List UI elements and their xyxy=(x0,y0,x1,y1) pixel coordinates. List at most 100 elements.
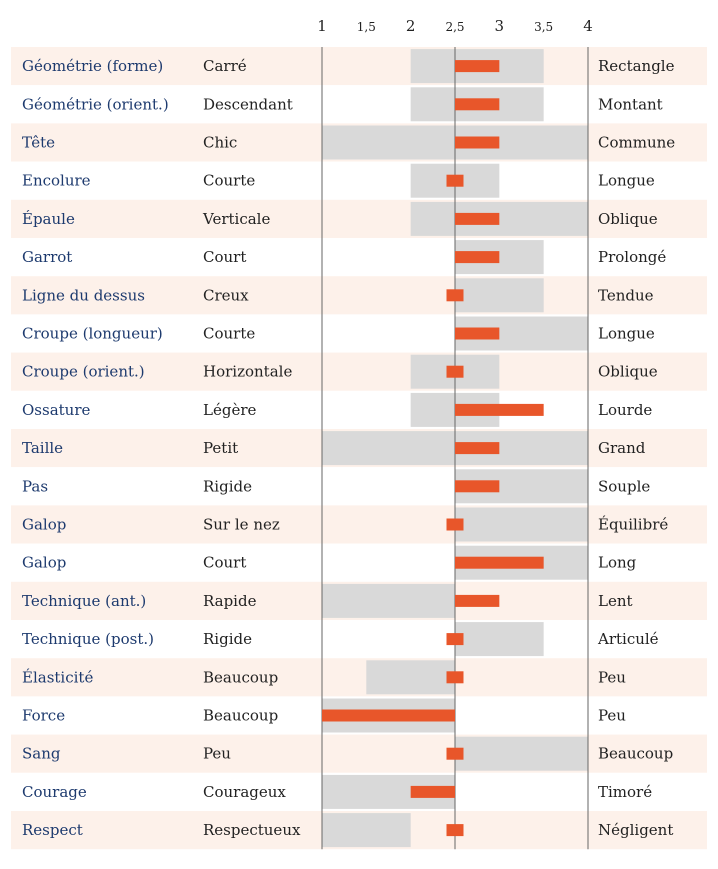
value-bar xyxy=(455,594,500,607)
high-label: Oblique xyxy=(598,363,658,381)
low-label: Carré xyxy=(203,57,247,75)
trait-label: Pas xyxy=(22,477,48,495)
range-bar xyxy=(455,278,544,313)
value-bar xyxy=(455,480,500,493)
tick-label: 4 xyxy=(583,17,593,35)
range-bar xyxy=(322,583,455,618)
trait-label: Tête xyxy=(22,134,55,152)
row-background xyxy=(11,658,707,697)
row-background xyxy=(11,161,707,200)
row-background xyxy=(11,467,707,506)
low-label: Rigide xyxy=(203,630,252,648)
low-label: Courte xyxy=(203,325,255,343)
value-bar xyxy=(455,327,500,340)
trait-label: Technique (ant.) xyxy=(22,592,146,610)
trait-label: Géométrie (orient.) xyxy=(22,95,169,113)
low-label: Court xyxy=(203,248,246,266)
low-label: Beaucoup xyxy=(203,668,278,686)
high-label: Équilibré xyxy=(598,516,668,534)
trait-label: Épaule xyxy=(22,210,75,228)
low-label: Courageux xyxy=(203,783,286,801)
value-bar xyxy=(455,251,500,264)
value-bar xyxy=(446,671,464,684)
range-bar xyxy=(322,813,411,848)
high-label: Peu xyxy=(598,668,626,686)
low-label: Courte xyxy=(203,172,255,190)
tick-label: 1,5 xyxy=(357,20,376,34)
value-bar xyxy=(446,747,464,760)
value-bar xyxy=(455,60,500,73)
value-bar xyxy=(455,403,544,416)
low-label: Creux xyxy=(203,286,249,304)
row-labels: Géométrie (forme) Carré Rectangle Géométrie… xyxy=(22,57,675,839)
trait-label: Ligne du dessus xyxy=(22,286,145,304)
value-bar xyxy=(446,518,464,531)
row-background xyxy=(11,47,707,86)
trait-label: Technique (post.) xyxy=(22,630,154,648)
low-label: Respectueux xyxy=(203,821,301,839)
row-background xyxy=(11,352,707,391)
trait-label: Courage xyxy=(22,783,87,801)
high-label: Commune xyxy=(598,134,675,152)
tick-label: 1 xyxy=(317,17,327,35)
trait-label: Croupe (orient.) xyxy=(22,363,145,381)
row-background xyxy=(11,543,707,582)
low-label: Rapide xyxy=(203,592,257,610)
trait-label: Élasticité xyxy=(22,668,93,686)
low-label: Peu xyxy=(203,745,231,763)
trait-label: Garrot xyxy=(22,248,72,266)
high-label: Longue xyxy=(598,325,655,343)
high-label: Peu xyxy=(598,707,626,725)
trait-label: Sang xyxy=(22,745,61,763)
x-ticks: 1 1,5 2 2,5 3 3,5 4 xyxy=(317,17,593,35)
low-label: Verticale xyxy=(202,210,270,228)
row-background xyxy=(11,620,707,659)
row-background xyxy=(11,276,707,315)
row-backgrounds xyxy=(11,47,707,850)
low-label: Court xyxy=(203,554,246,572)
high-label: Timoré xyxy=(598,783,652,801)
row-background xyxy=(11,390,707,429)
row-background xyxy=(11,238,707,277)
row-background xyxy=(11,85,707,124)
value-bar xyxy=(455,212,500,225)
high-label: Souple xyxy=(598,477,650,495)
value-bar xyxy=(455,136,500,149)
high-label: Grand xyxy=(598,439,646,457)
trait-label: Ossature xyxy=(22,401,90,419)
tick-label: 3,5 xyxy=(534,20,553,34)
row-background xyxy=(11,199,707,238)
value-bar xyxy=(322,709,455,722)
trait-label: Taille xyxy=(22,439,63,457)
trait-label: Croupe (longueur) xyxy=(22,325,163,343)
value-bar xyxy=(446,289,464,302)
low-label: Beaucoup xyxy=(203,707,278,725)
value-bar xyxy=(446,365,464,378)
high-label: Long xyxy=(598,554,637,572)
trait-label: Force xyxy=(22,707,65,725)
value-bar xyxy=(455,442,500,455)
high-label: Montant xyxy=(598,95,663,113)
trait-label: Galop xyxy=(22,554,66,572)
value-bar xyxy=(455,98,500,111)
high-label: Tendue xyxy=(598,286,654,304)
value-bar xyxy=(446,174,464,187)
trait-label: Galop xyxy=(22,516,66,534)
tick-label: 2,5 xyxy=(445,20,464,34)
range-bar xyxy=(455,736,588,771)
high-label: Rectangle xyxy=(598,57,675,75)
high-label: Longue xyxy=(598,172,655,190)
low-label: Sur le nez xyxy=(203,516,280,534)
low-label: Rigide xyxy=(203,477,252,495)
high-label: Articulé xyxy=(597,630,659,648)
row-background xyxy=(11,505,707,544)
low-label: Légère xyxy=(203,401,256,419)
row-background xyxy=(11,734,707,773)
range-bar xyxy=(455,622,544,657)
high-label: Oblique xyxy=(598,210,658,228)
tick-label: 2 xyxy=(406,17,416,35)
trait-label: Encolure xyxy=(22,172,91,190)
value-bars xyxy=(322,60,544,837)
